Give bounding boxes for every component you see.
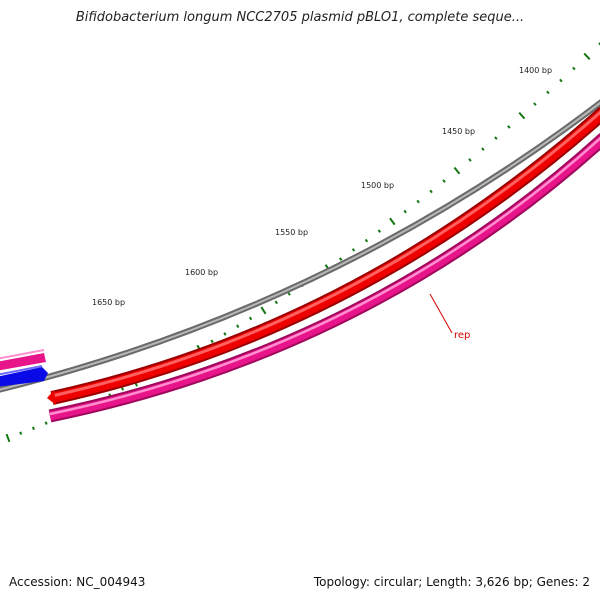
minor-tick (533, 102, 537, 106)
minor-tick (442, 179, 446, 183)
gene-arc-red-tip (47, 390, 56, 405)
minor-tick (248, 316, 253, 321)
minor-tick (236, 324, 240, 328)
gene-arc-red[interactable] (50, 106, 600, 405)
minor-tick (223, 332, 227, 336)
minor-tick (429, 189, 433, 194)
minor-tick (19, 431, 23, 435)
cds-left-magenta-shine (0, 349, 45, 360)
gene-label-line (429, 293, 453, 334)
minor-tick (507, 125, 511, 129)
accession-text: Accession: NC_004943 (9, 575, 146, 589)
gene-arc-red-shine (51, 110, 600, 398)
minor-tick (120, 387, 125, 391)
minor-tick (338, 257, 343, 261)
minor-tick (351, 248, 356, 252)
minor-tick (572, 66, 576, 71)
tick-label-1400: 1400 bp (519, 66, 552, 75)
cds-arc-magenta-shine (49, 136, 600, 416)
minor-tick (364, 238, 369, 243)
gene-label-rep: rep (454, 330, 470, 341)
minor-tick (274, 300, 278, 305)
cds-left-blue[interactable] (0, 367, 48, 387)
cds-left-blue-shine (0, 365, 43, 376)
minor-tick (468, 158, 472, 162)
major-tick (583, 52, 591, 60)
minor-tick (546, 90, 550, 95)
major-tick (389, 217, 396, 226)
gene-arc-red-fill (50, 108, 600, 403)
minor-tick (210, 339, 214, 344)
tick-label-1650: 1650 bp (92, 298, 125, 307)
major-tick (260, 306, 267, 315)
cds-arc-magenta-fill (49, 135, 600, 421)
plasmid-backbone (0, 99, 600, 393)
major-tick (453, 166, 461, 175)
minor-tick (44, 421, 48, 425)
cds-left-magenta[interactable] (0, 353, 46, 371)
minor-tick (31, 426, 35, 431)
major-tick (518, 111, 526, 120)
map-title: Bifidobacterium longum NCC2705 plasmid p… (75, 10, 525, 25)
tick-label-1500: 1500 bp (361, 181, 394, 190)
minor-tick (559, 78, 563, 83)
plasmid-backbone-highlight (0, 101, 600, 391)
topology-summary: Topology: circular; Length: 3,626 bp; Ge… (313, 575, 590, 589)
minor-tick (377, 229, 382, 233)
minor-tick (287, 292, 291, 296)
minor-tick (403, 209, 407, 214)
tick-label-1450: 1450 bp (442, 127, 475, 136)
minor-tick (416, 199, 420, 204)
tick-label-1600: 1600 bp (185, 268, 218, 277)
minor-tick (481, 147, 485, 151)
minor-tick (598, 42, 600, 46)
major-tick (5, 433, 11, 443)
minor-tick (494, 136, 498, 140)
tick-label-1550: 1550 bp (275, 228, 308, 237)
scale-labels: 1400 bp 1450 bp 1500 bp 1550 bp 1600 bp … (92, 66, 552, 307)
